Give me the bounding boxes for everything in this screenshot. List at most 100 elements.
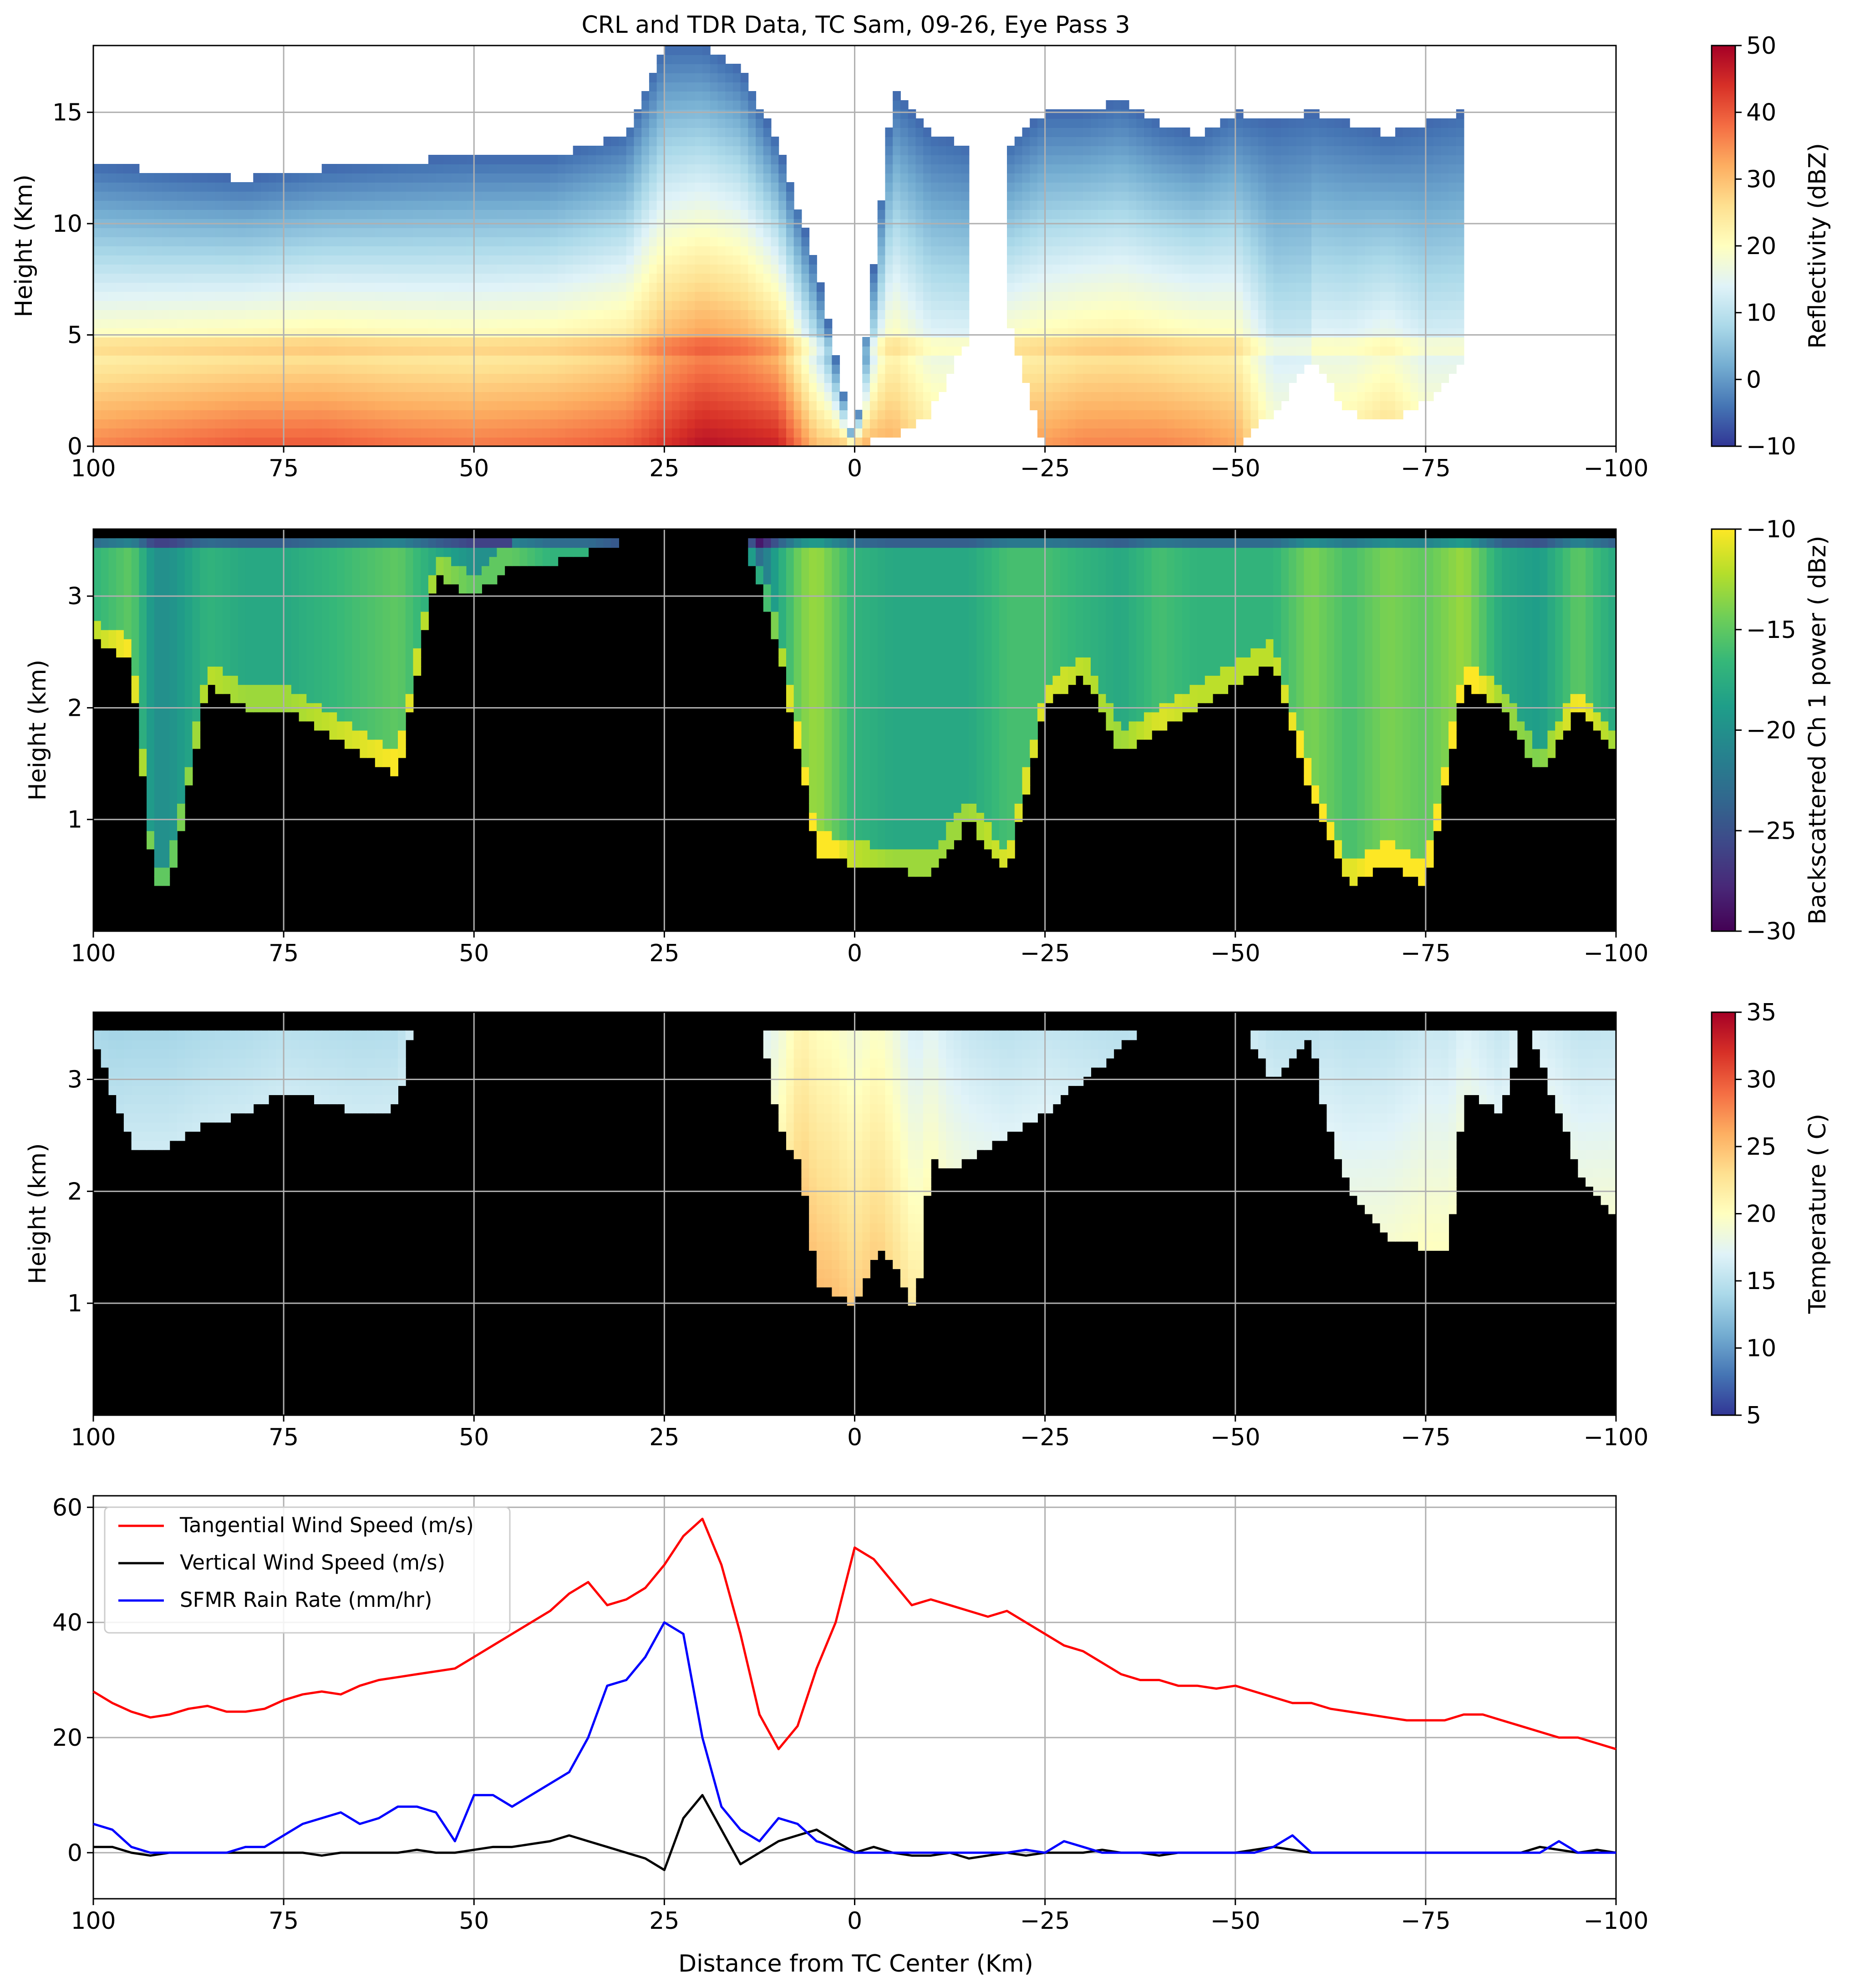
heatmap-cell <box>367 173 376 183</box>
heatmap-cell <box>1311 137 1320 146</box>
heatmap-cell <box>519 328 528 337</box>
heatmap-cell <box>169 337 178 347</box>
heatmap-cell <box>664 428 673 438</box>
heatmap-cell <box>565 310 574 319</box>
heatmap-cell <box>284 291 292 301</box>
heatmap-cell <box>535 310 543 319</box>
heatmap-cell <box>1113 373 1122 383</box>
heatmap-cell <box>1235 228 1244 237</box>
heatmap-cell <box>1288 273 1297 283</box>
heatmap-cell <box>771 346 779 356</box>
heatmap-cell <box>740 273 749 283</box>
heatmap-cell <box>405 164 414 173</box>
heatmap-cell <box>580 237 589 246</box>
heatmap-cell <box>101 173 109 183</box>
heatmap-cell <box>649 118 657 128</box>
heatmap-cell <box>1273 382 1282 392</box>
heatmap-cell <box>177 428 185 438</box>
heatmap-cell <box>763 118 772 128</box>
heatmap-cell <box>421 319 429 328</box>
heatmap-cell <box>1250 392 1259 401</box>
heatmap-cell <box>1281 164 1289 173</box>
heatmap-cell <box>512 346 520 356</box>
heatmap-cell <box>619 282 627 292</box>
heatmap-cell <box>771 364 779 374</box>
heatmap-cell <box>801 410 810 419</box>
heatmap-cell <box>1151 410 1160 419</box>
heatmap-cell <box>108 228 117 237</box>
heatmap-cell <box>656 392 665 401</box>
heatmap-cell <box>626 410 635 419</box>
heatmap-cell <box>740 200 749 210</box>
heatmap-cell <box>200 337 208 347</box>
heatmap-cell <box>603 273 612 283</box>
heatmap-cell <box>1060 182 1068 192</box>
heatmap-cell <box>588 255 596 265</box>
heatmap-cell <box>580 310 589 319</box>
heatmap-cell <box>1159 246 1168 255</box>
heatmap-cell <box>147 228 155 237</box>
heatmap-cell <box>611 392 620 401</box>
heatmap-cell <box>1174 291 1183 301</box>
heatmap-cell <box>1189 137 1198 146</box>
heatmap-cell <box>558 373 566 383</box>
heatmap-cell <box>497 264 505 274</box>
heatmap-cell <box>192 209 201 219</box>
heatmap-cell <box>611 237 620 246</box>
heatmap-cell <box>413 337 422 347</box>
heatmap-cell <box>154 364 163 374</box>
heatmap-cell <box>695 301 703 310</box>
heatmap-cell <box>542 228 551 237</box>
heatmap-cell <box>786 392 794 401</box>
heatmap-cell <box>550 364 559 374</box>
heatmap-cell <box>1159 209 1168 219</box>
heatmap-cell <box>260 301 269 310</box>
heatmap-cell <box>908 127 916 137</box>
heatmap-cell <box>756 237 764 246</box>
heatmap-cell <box>869 355 878 365</box>
heatmap-cell <box>192 437 201 447</box>
heatmap-cell <box>679 301 688 310</box>
heatmap-cell <box>953 173 962 183</box>
heatmap-cell <box>443 291 452 301</box>
heatmap-cell <box>1037 255 1046 265</box>
heatmap-cell <box>481 428 490 438</box>
heatmap-cell <box>1258 255 1266 265</box>
heatmap-cell <box>763 282 772 292</box>
heatmap-cell <box>664 73 673 82</box>
heatmap-cell <box>611 328 620 337</box>
heatmap-cell <box>649 73 657 82</box>
heatmap-cell <box>1007 209 1015 219</box>
heatmap-cell <box>260 200 269 210</box>
heatmap-cell <box>923 127 931 137</box>
heatmap-cell <box>664 337 673 347</box>
heatmap-cell <box>207 264 216 274</box>
heatmap-cell <box>192 182 201 192</box>
heatmap-cell <box>923 382 931 392</box>
heatmap-cell <box>314 282 322 292</box>
heatmap-cell <box>641 319 650 328</box>
heatmap-cell <box>360 382 368 392</box>
heatmap-cell <box>535 382 543 392</box>
heatmap-cell <box>230 264 239 274</box>
heatmap-cell <box>809 255 817 265</box>
heatmap-cell <box>306 200 315 210</box>
heatmap-cell <box>215 437 224 447</box>
heatmap-cell <box>786 200 794 210</box>
heatmap-cell <box>489 410 498 419</box>
heatmap-cell <box>588 228 596 237</box>
heatmap-cell <box>649 246 657 255</box>
heatmap-cell <box>778 355 787 365</box>
heatmap-cell <box>664 246 673 255</box>
heatmap-cell <box>245 264 254 274</box>
heatmap-cell <box>626 246 635 255</box>
heatmap-cell <box>139 237 147 246</box>
heatmap-cell <box>344 437 353 447</box>
heatmap-cell <box>1067 373 1076 383</box>
heatmap-cell <box>603 410 612 419</box>
heatmap-cell <box>1067 301 1076 310</box>
heatmap-cell <box>1037 164 1046 173</box>
heatmap-cell <box>337 255 345 265</box>
heatmap-cell <box>474 173 482 183</box>
heatmap-cell <box>200 364 208 374</box>
